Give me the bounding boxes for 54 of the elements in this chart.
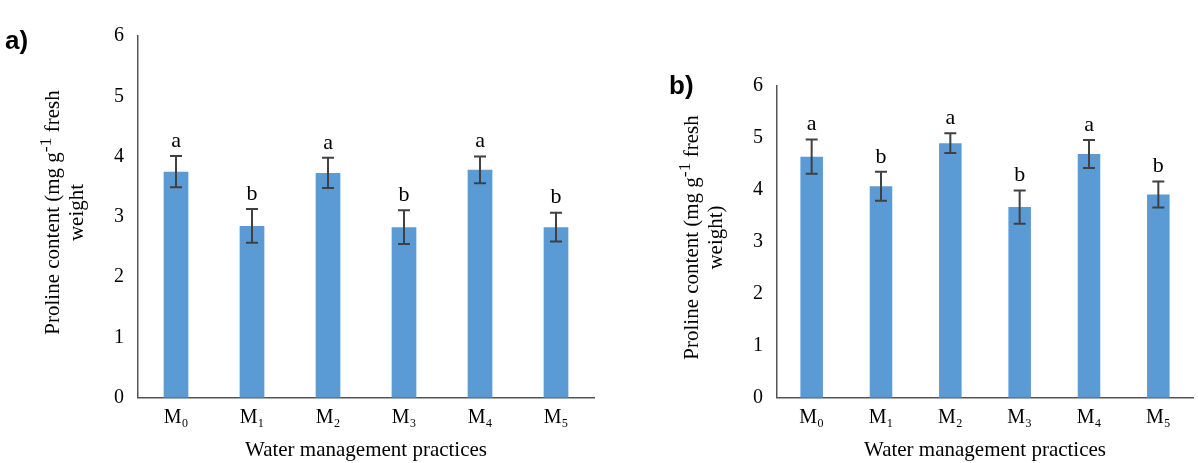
text: a) xyxy=(5,25,29,56)
bar xyxy=(1077,154,1101,398)
y-tick-label: 0 xyxy=(114,385,124,408)
x-tick-label: M₅ xyxy=(543,405,569,428)
x-tick-label: M₂ xyxy=(315,405,341,428)
bar xyxy=(800,156,823,398)
annotation: a xyxy=(945,104,956,130)
x-axis-title: Water management practices xyxy=(244,436,488,461)
annotation: a xyxy=(171,126,182,152)
y-tick-label: 6 xyxy=(753,73,763,96)
x-tick-label: M₀ xyxy=(799,405,825,428)
text: b) xyxy=(669,70,694,101)
x-tick-label: M₅ xyxy=(1145,405,1171,428)
y-tick-label: 5 xyxy=(753,125,763,148)
bar xyxy=(391,227,417,398)
x-tick-label: M₄ xyxy=(1076,405,1102,428)
annotation: b xyxy=(1014,161,1026,187)
y-tick-label: 4 xyxy=(114,143,124,166)
annotation: a xyxy=(323,128,334,154)
bar xyxy=(239,225,265,398)
annotation: a xyxy=(1084,110,1095,136)
bar xyxy=(939,143,962,398)
y-tick-label: 0 xyxy=(753,385,763,408)
x-tick-label: M₀ xyxy=(163,405,189,428)
y-tick-label: 5 xyxy=(114,83,124,106)
annotation: b xyxy=(1152,152,1164,178)
annotation: a xyxy=(806,110,817,136)
bar xyxy=(467,169,493,398)
y-tick-label: 2 xyxy=(114,264,124,287)
annotation: a xyxy=(475,127,486,153)
bar xyxy=(869,186,893,398)
x-axis-title: Water management practices xyxy=(863,436,1107,461)
annotation: b xyxy=(398,181,410,207)
x-tick-label: M₄ xyxy=(467,405,493,428)
annotation: b xyxy=(246,179,258,205)
annotation: b xyxy=(550,183,562,209)
y-tick-label: 6 xyxy=(114,23,124,46)
annotation: b xyxy=(875,142,887,168)
bar xyxy=(163,171,189,398)
bar xyxy=(315,172,341,398)
x-tick-label: M₁ xyxy=(239,405,265,428)
bar xyxy=(543,227,569,398)
x-tick-label: M₃ xyxy=(1007,405,1033,428)
x-tick-label: M₂ xyxy=(937,405,963,428)
y-tick-label: 1 xyxy=(753,333,763,356)
bar xyxy=(1008,207,1031,398)
x-tick-label: M₃ xyxy=(391,405,417,428)
y-tick-label: 4 xyxy=(753,177,763,200)
y-tick-label: 1 xyxy=(114,324,124,347)
x-tick-label: M₁ xyxy=(868,405,894,428)
y-tick-label: 3 xyxy=(753,229,763,252)
bar xyxy=(1147,194,1170,398)
y-tick-label: 2 xyxy=(753,281,763,304)
y-tick-label: 3 xyxy=(114,204,124,227)
